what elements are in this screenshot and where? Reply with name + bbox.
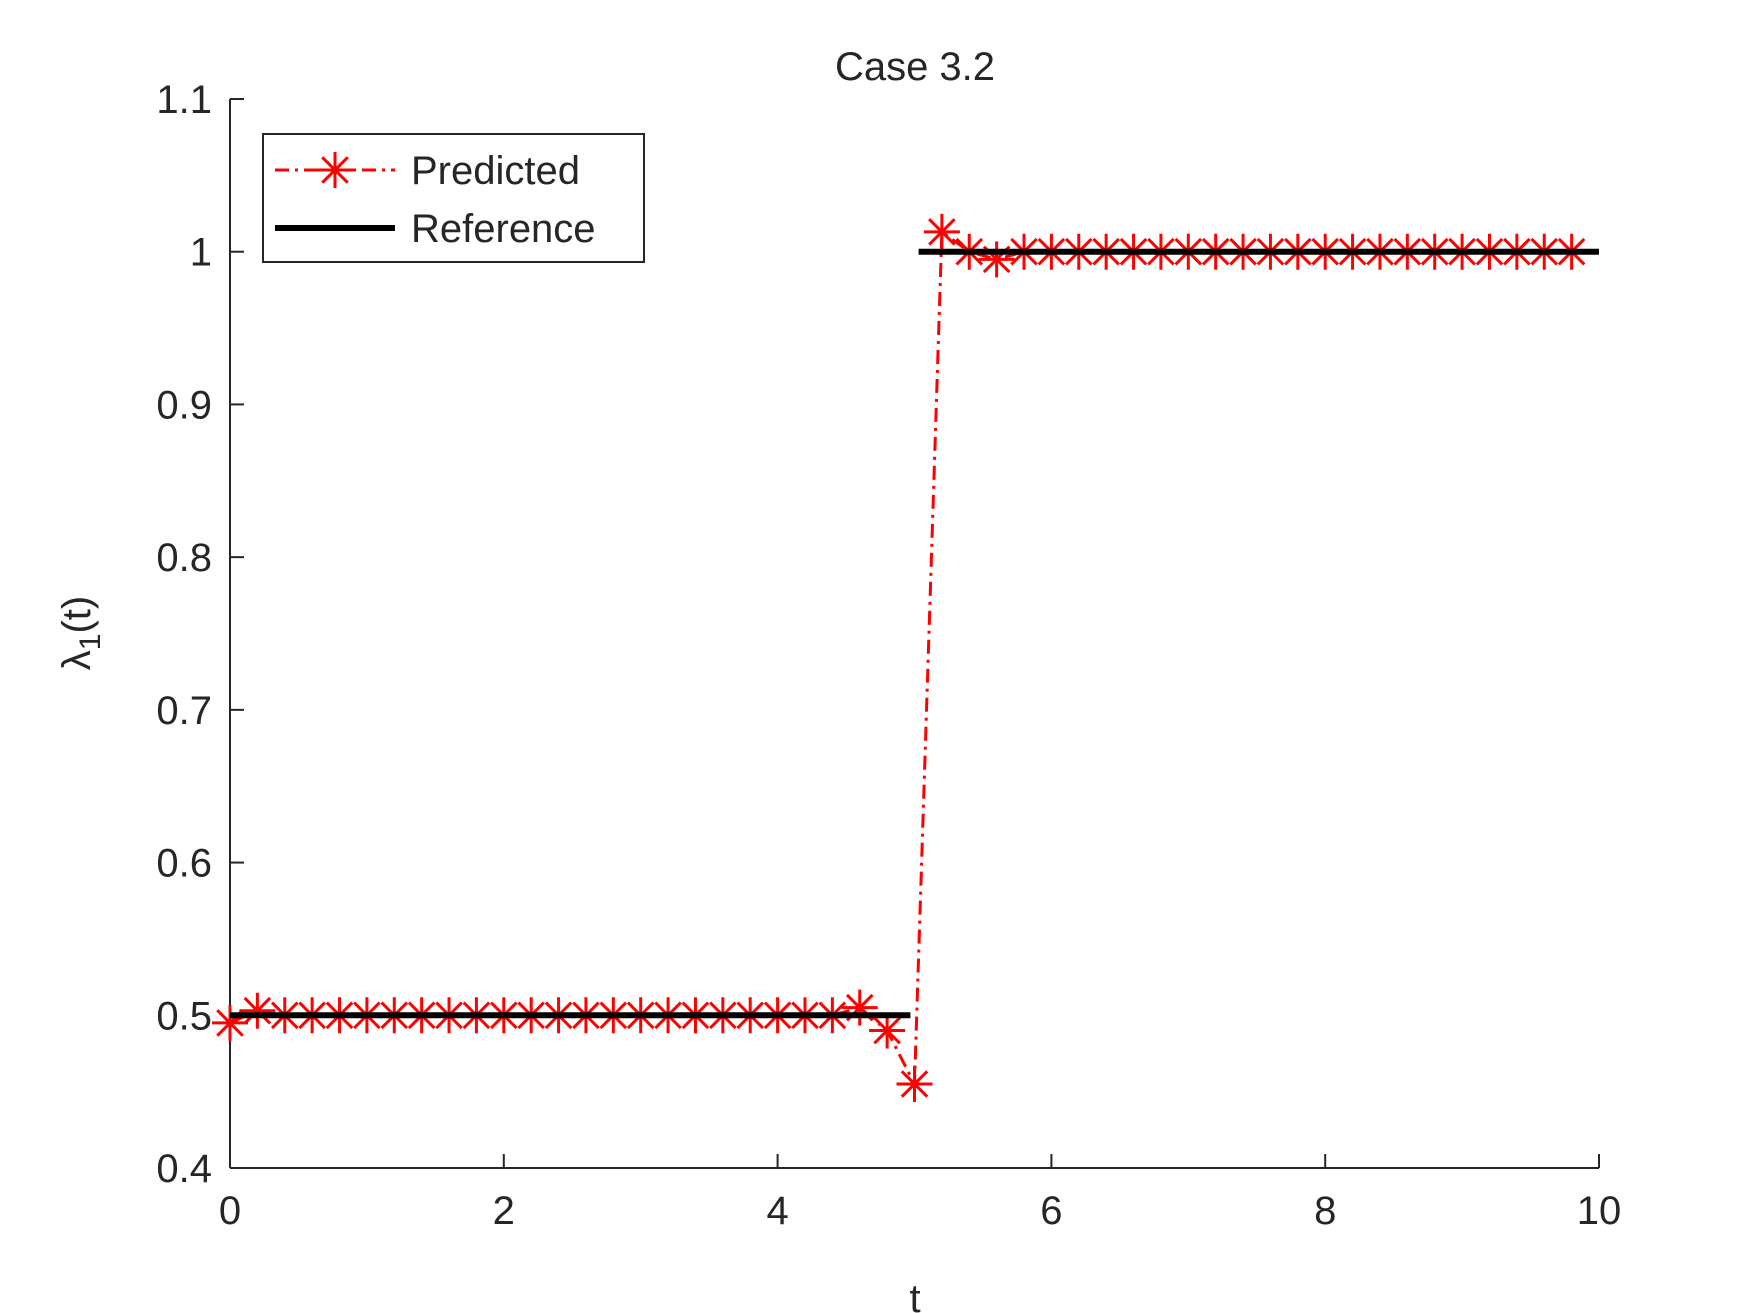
marker — [841, 989, 878, 1026]
x-tick-label: 2 — [493, 1189, 515, 1233]
y-tick-label: 0.7 — [156, 689, 212, 733]
y-label-symbol: λ — [55, 650, 99, 670]
marker — [239, 992, 276, 1029]
marker — [923, 213, 960, 250]
marker — [869, 1012, 906, 1049]
x-axis-label: t — [909, 1277, 920, 1313]
x-tick-label: 6 — [1040, 1189, 1062, 1233]
series-line — [230, 248, 1599, 1019]
marker — [978, 241, 1015, 278]
chart-title: Case 3.2 — [835, 45, 995, 89]
y-tick-label: 0.9 — [156, 383, 212, 427]
y-tick-label: 1.1 — [156, 78, 212, 122]
x-tick-label: 10 — [1577, 1189, 1622, 1233]
x-tick-label: 8 — [1314, 1189, 1336, 1233]
y-label-subscript: 1 — [74, 634, 107, 651]
y-label-suffix: (t) — [55, 596, 99, 634]
legend-box — [262, 133, 645, 263]
x-tick-label: 4 — [766, 1189, 788, 1233]
y-tick-label: 0.6 — [156, 842, 212, 886]
y-tick-label: 0.8 — [156, 536, 212, 580]
legend-label: Reference — [411, 207, 596, 251]
legend-marker — [317, 152, 353, 188]
legend-label: Predicted — [411, 149, 580, 193]
series-line — [229, 228, 1572, 1090]
y-tick-label: 0.4 — [156, 1147, 212, 1191]
marker — [212, 1004, 248, 1041]
y-axis-label: λ1(t) — [55, 596, 107, 670]
y-tick-label: 1 — [190, 231, 212, 275]
x-tick-label: 0 — [219, 1189, 241, 1233]
marker — [896, 1066, 933, 1103]
y-tick-label: 0.5 — [156, 994, 212, 1038]
